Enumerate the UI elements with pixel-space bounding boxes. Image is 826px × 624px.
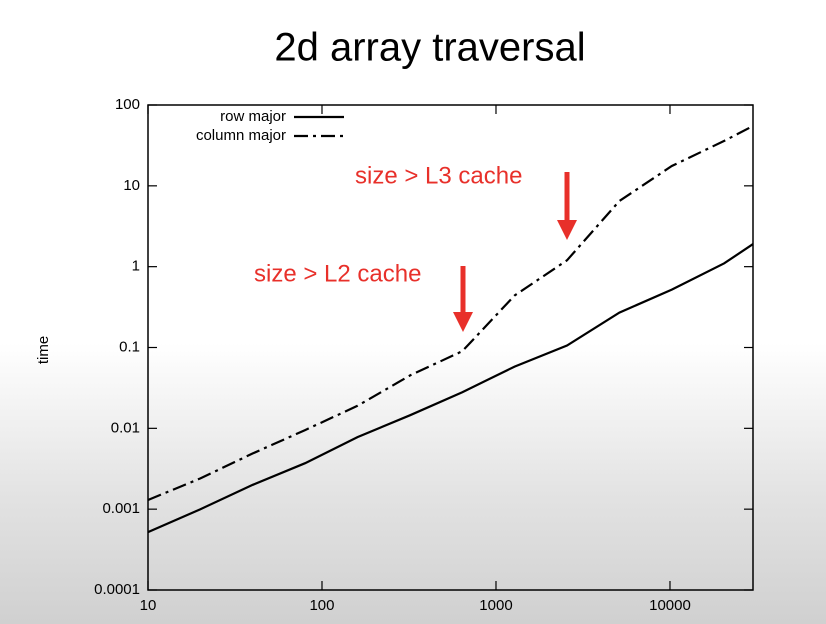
y-tick-label: 0.1 [119, 338, 140, 355]
legend-label: row major [220, 108, 286, 125]
series-line [147, 125, 754, 502]
series-line [147, 243, 754, 534]
legend-label: column major [196, 127, 286, 144]
y-tick-label: 0.01 [111, 419, 140, 436]
y-tick-label: 0.001 [102, 500, 140, 517]
y-axis-label: time [35, 336, 52, 364]
chart-title: 2d array traversal [274, 26, 585, 70]
x-tick-label: 1000 [479, 597, 512, 614]
x-tick-label: 10000 [649, 597, 691, 614]
x-tick-label: 10 [140, 597, 157, 614]
annotation: size > L2 cache [254, 260, 421, 287]
annotation-arrowhead [557, 220, 577, 240]
x-tick-label: 100 [309, 597, 334, 614]
annotation-arrowhead [453, 312, 473, 332]
y-tick-label: 10 [123, 177, 140, 194]
annotation: size > L3 cache [355, 162, 522, 189]
y-tick-label: 1 [132, 258, 140, 275]
y-tick-label: 100 [115, 96, 140, 113]
y-tick-label: 0.0001 [94, 581, 140, 598]
